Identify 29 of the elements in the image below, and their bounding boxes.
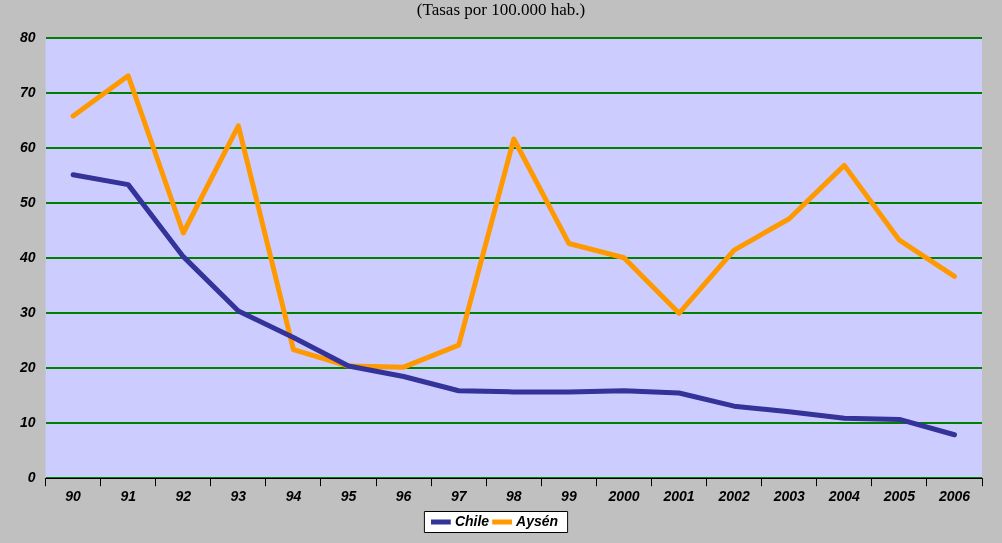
x-tick-label: 94 xyxy=(285,488,302,505)
x-tick-label: 91 xyxy=(120,488,137,505)
x-tick-label: 2002 xyxy=(717,488,750,505)
y-tick-label: 50 xyxy=(19,194,36,211)
y-tick-label: 0 xyxy=(27,469,36,486)
y-tick-label: 20 xyxy=(18,359,36,376)
x-tick-label: 93 xyxy=(230,488,247,505)
x-tick-label: 92 xyxy=(175,488,192,505)
legend-label: Aysén xyxy=(515,512,559,529)
y-tick-label: 70 xyxy=(19,84,36,101)
x-tick-label: 2001 xyxy=(662,488,695,505)
x-tick-label: 95 xyxy=(340,488,357,505)
y-tick-label: 40 xyxy=(18,249,36,266)
legend-label: Chile xyxy=(454,512,490,529)
y-tick-label: 30 xyxy=(19,304,36,321)
x-tick-label: 2006 xyxy=(937,488,971,505)
x-tick-label: 2000 xyxy=(607,488,640,505)
x-tick-label: 90 xyxy=(65,488,82,505)
y-tick-label: 60 xyxy=(19,139,36,156)
chart-subtitle: (Tasas por 100.000 hab.) xyxy=(415,0,587,20)
x-tick-label: 98 xyxy=(506,488,522,505)
x-tick-label: 2004 xyxy=(827,488,861,505)
x-tick-label: 96 xyxy=(395,488,412,505)
y-tick-label: 10 xyxy=(19,414,36,431)
x-tick-label: 2005 xyxy=(882,488,916,505)
x-tick-label: 97 xyxy=(450,488,468,505)
x-tick-label: 2003 xyxy=(772,488,805,505)
y-tick-label: 80 xyxy=(19,29,36,46)
x-tick-label: 99 xyxy=(561,488,577,505)
